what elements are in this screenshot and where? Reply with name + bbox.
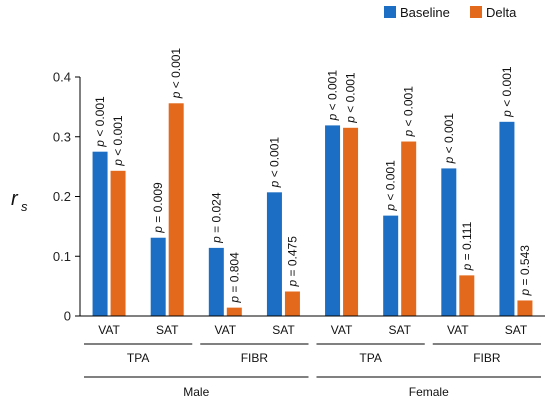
legend-label: Baseline bbox=[400, 5, 450, 20]
bar-baseline bbox=[92, 151, 108, 316]
p-value-label: p < 0.001 bbox=[326, 70, 340, 122]
p-value-label: p = 0.009 bbox=[151, 182, 165, 234]
x-tissue-label: VAT bbox=[98, 323, 120, 337]
x-tissue-label: VAT bbox=[447, 323, 469, 337]
y-axis-title-subscript: s bbox=[21, 199, 28, 214]
bar-baseline bbox=[325, 125, 341, 317]
p-value-label: p = 0.024 bbox=[209, 192, 223, 244]
bar-delta bbox=[459, 275, 475, 316]
bar-baseline bbox=[441, 168, 457, 316]
p-value-label: p = 0.543 bbox=[518, 245, 532, 297]
y-axis-title: r bbox=[11, 188, 19, 210]
p-value-label: p < 0.001 bbox=[344, 72, 358, 124]
bar-delta bbox=[401, 141, 417, 316]
y-tick-label: 0.3 bbox=[53, 129, 71, 144]
y-axis: 0 0.1 0.2 0.3 0.4 r s bbox=[11, 70, 81, 324]
p-value-label: p < 0.001 bbox=[402, 86, 416, 138]
x-measure-label: FIBR bbox=[473, 351, 501, 365]
x-tissue-label: SAT bbox=[505, 323, 528, 337]
bar-delta bbox=[284, 291, 300, 316]
p-value-label: p < 0.001 bbox=[111, 115, 125, 167]
legend-swatch bbox=[470, 6, 482, 18]
p-value-label: p < 0.001 bbox=[442, 113, 456, 165]
x-tissue-label: SAT bbox=[388, 323, 411, 337]
x-tissue-label: SAT bbox=[156, 323, 179, 337]
p-value-label: p < 0.001 bbox=[500, 66, 514, 118]
y-tick-label: 0.1 bbox=[53, 249, 71, 264]
bar-delta bbox=[343, 127, 359, 316]
bar-delta bbox=[517, 300, 533, 316]
x-tissue-label: VAT bbox=[215, 323, 237, 337]
x-tissue-label: VAT bbox=[331, 323, 353, 337]
bar-baseline bbox=[383, 215, 399, 316]
legend-label: Delta bbox=[486, 5, 517, 20]
p-value-labels: p < 0.001 p < 0.001 p = 0.009 p < 0.001 p = … bbox=[93, 48, 532, 304]
x-sex-label: Male bbox=[183, 385, 209, 399]
bar-baseline bbox=[266, 192, 282, 316]
p-value-label: p = 0.804 bbox=[227, 252, 241, 304]
bar-baseline bbox=[208, 247, 224, 316]
p-value-label: p < 0.001 bbox=[267, 137, 281, 189]
y-tick-label: 0.2 bbox=[53, 189, 71, 204]
y-tick-label: 0.4 bbox=[53, 70, 71, 85]
x-axis: VAT SAT VAT SAT VAT SAT VAT SAT TPA FIBR TPA FIBR Ma… bbox=[80, 315, 545, 399]
p-value-label: p < 0.001 bbox=[384, 160, 398, 212]
bar-delta bbox=[110, 170, 126, 316]
bar-baseline bbox=[150, 237, 166, 316]
y-tick-label: 0 bbox=[64, 309, 71, 324]
bar-delta bbox=[168, 103, 184, 316]
bar-delta bbox=[226, 307, 242, 316]
p-value-label: p = 0.111 bbox=[460, 221, 474, 271]
x-sex-label: Female bbox=[409, 385, 449, 399]
bars bbox=[92, 103, 533, 317]
x-measure-label: FIBR bbox=[241, 351, 269, 365]
x-tissue-label: SAT bbox=[272, 323, 295, 337]
legend: Baseline Delta bbox=[384, 5, 517, 20]
bar-baseline bbox=[499, 121, 515, 316]
p-value-label: p < 0.001 bbox=[169, 48, 183, 100]
p-value-label: p = 0.475 bbox=[285, 236, 299, 288]
p-value-label: p < 0.001 bbox=[93, 96, 107, 148]
legend-swatch bbox=[384, 6, 396, 18]
x-measure-label: TPA bbox=[127, 351, 149, 365]
x-measure-label: TPA bbox=[359, 351, 381, 365]
